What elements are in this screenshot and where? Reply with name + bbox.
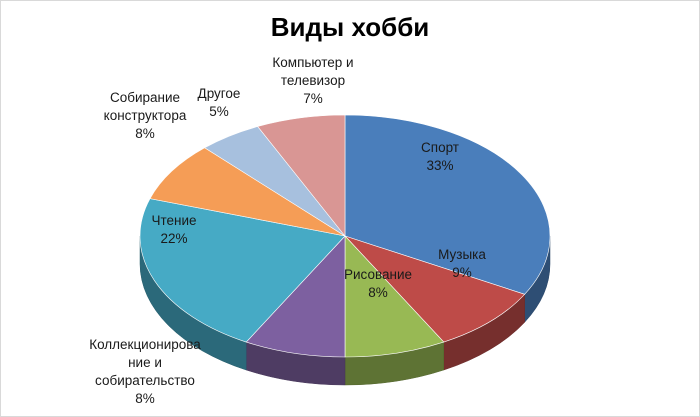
- slice-спорт: [344, 114, 551, 295]
- data-label-музыка: Музыка 9%: [438, 247, 486, 280]
- data-label-компьютер-и-телевизор: Компьютер и телевизор 7%: [272, 55, 354, 106]
- data-label-коллекционирование-и-собирательство: Коллекционирова ние и собирательство 8%: [89, 337, 201, 406]
- slice-коллекционирование-и-собирательство: [245, 235, 346, 358]
- slice-собирание-конструктора: [149, 147, 346, 237]
- slice-музыка: [343, 235, 526, 343]
- slice-чтение: [139, 198, 346, 343]
- slice-рисование: [344, 235, 445, 358]
- pie-top: [139, 114, 551, 358]
- data-label-спорт: Спорт 33%: [421, 140, 459, 173]
- data-label-рисование: Рисование 8%: [344, 267, 412, 300]
- chart-title: Виды хобби: [270, 12, 430, 42]
- data-label-собирание-конструктора: Собирание конструктора 8%: [103, 90, 187, 141]
- data-label-чтение: Чтение 22%: [151, 213, 197, 246]
- slice-компьютер-и-телевизор: [257, 114, 346, 237]
- data-label-другое: Другое 5%: [197, 86, 241, 119]
